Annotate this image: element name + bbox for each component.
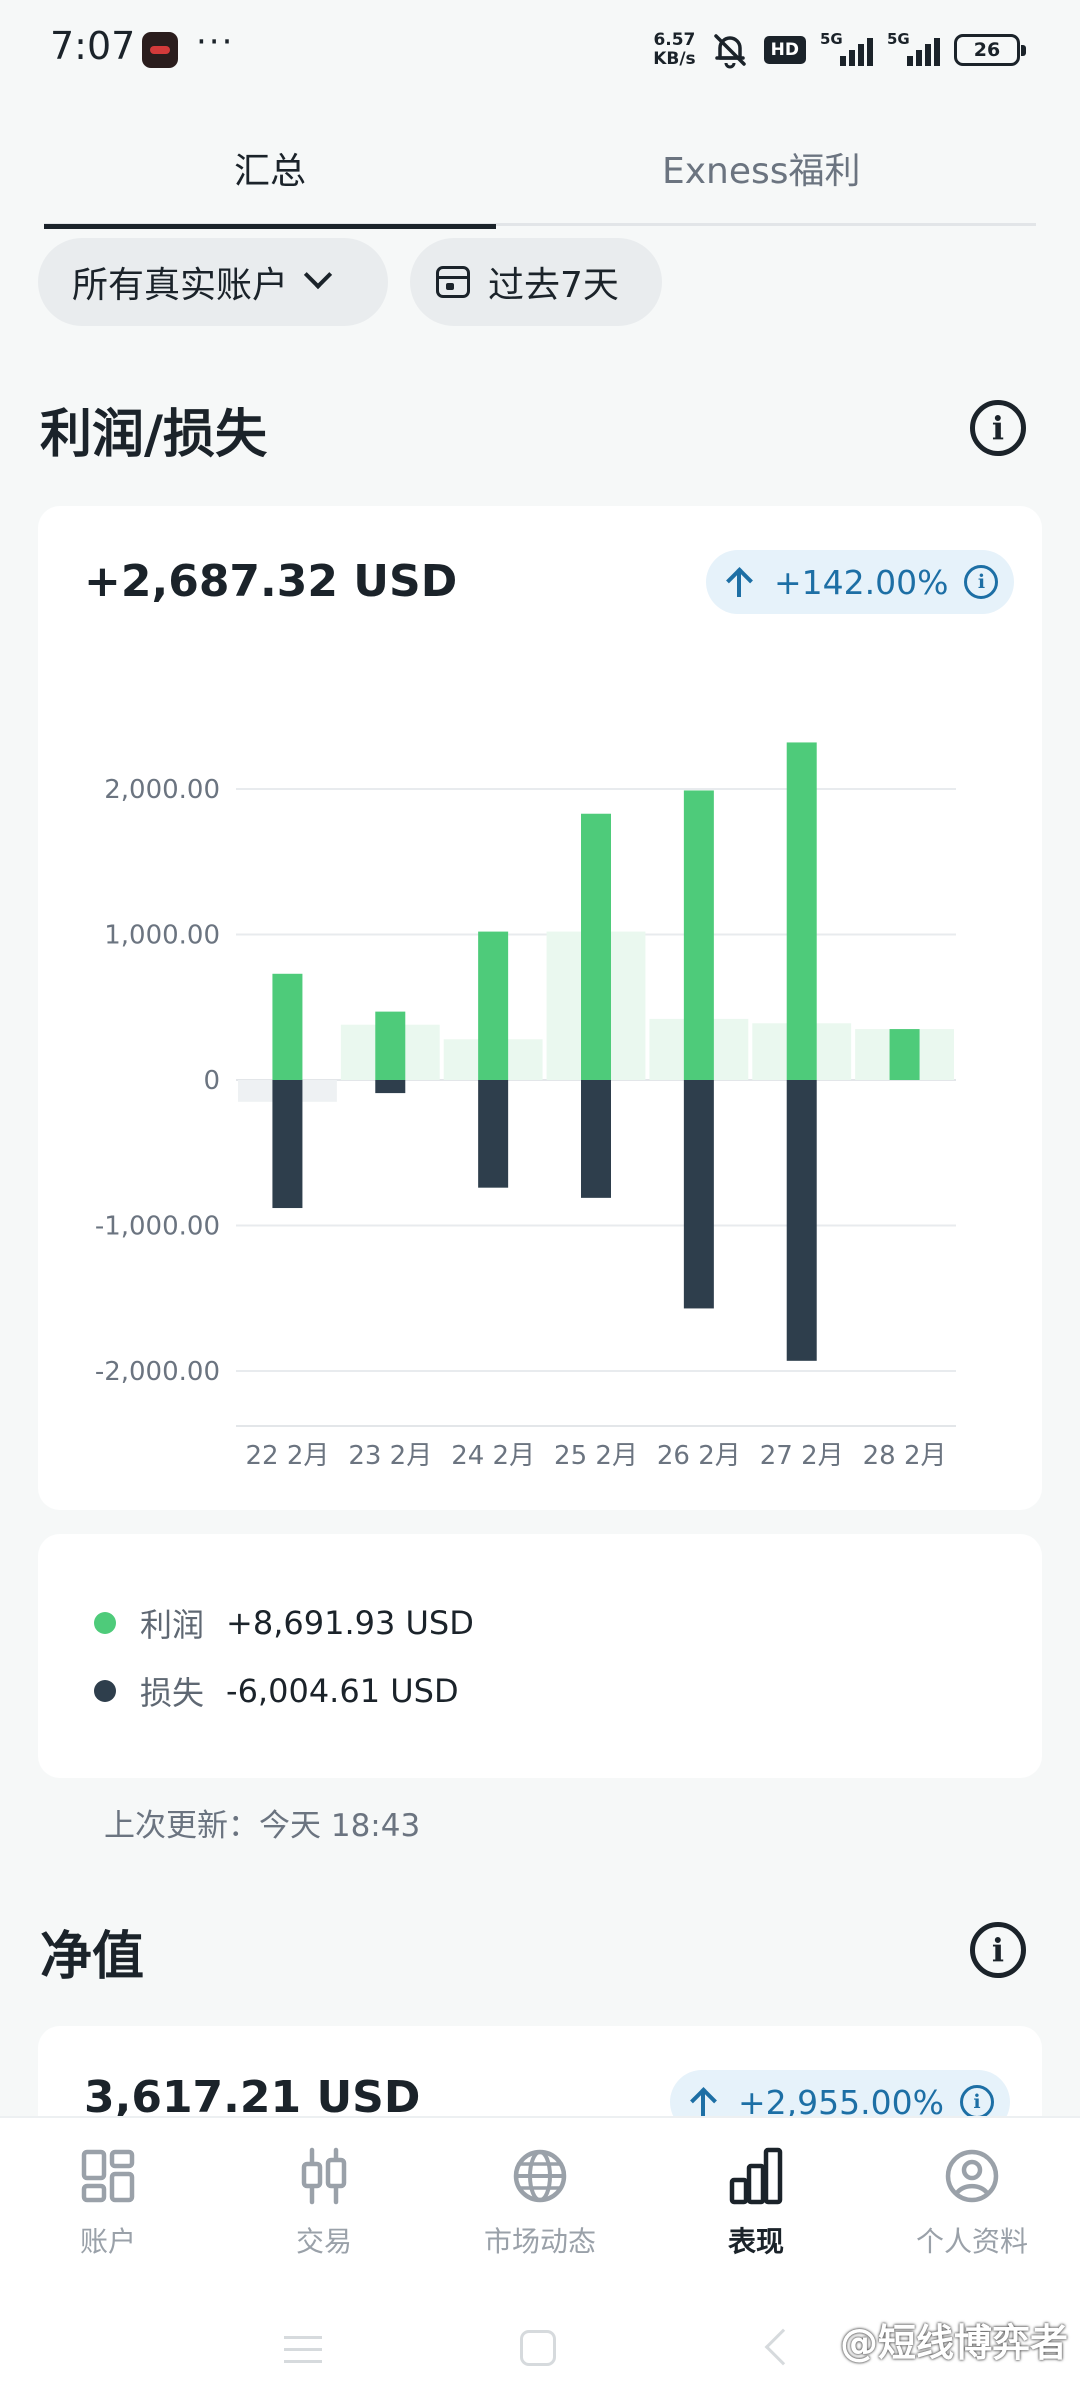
signal-network-type-2: 5G bbox=[887, 30, 910, 48]
nav-accounts[interactable]: 账户 bbox=[0, 2138, 216, 2288]
equity-total: 3,617.21 USD bbox=[84, 2072, 421, 2123]
profit-bar[interactable] bbox=[581, 813, 611, 1080]
profit-bar[interactable] bbox=[683, 790, 714, 1080]
accounts-grid-icon bbox=[81, 2149, 135, 2203]
signal-network-type: 5G bbox=[820, 30, 843, 48]
profile-icon bbox=[945, 2149, 999, 2203]
status-time: 7:07 bbox=[50, 24, 136, 68]
profit-loss-change-badge[interactable]: +142.00% i bbox=[706, 550, 1015, 614]
nav-accounts-label: 账户 bbox=[79, 2225, 136, 2258]
status-bar: 7:07 ··· 6.57 KB/s HD 5G 5G bbox=[0, 0, 1080, 100]
profit-bar[interactable] bbox=[478, 931, 509, 1080]
profit-loss-title: 利润/损失 bbox=[40, 405, 267, 465]
profit-bar[interactable] bbox=[272, 973, 303, 1080]
nav-performance-label: 表现 bbox=[727, 2225, 784, 2258]
change-info-icon: i bbox=[964, 565, 999, 599]
y-tick-label: -2,000.00 bbox=[95, 1357, 220, 1387]
legend-loss-value: -6,004.61 USD bbox=[226, 1672, 459, 1710]
account-filter-label: 所有真实账户 bbox=[72, 265, 289, 306]
nav-profile-label: 个人资料 bbox=[915, 2225, 1028, 2258]
x-tick-label: 25 2月 bbox=[554, 1441, 638, 1471]
tab-exness-benefits[interactable]: Exness福利 bbox=[662, 151, 861, 192]
network-speed: 6.57 KB/s bbox=[653, 31, 695, 69]
x-tick-label: 28 2月 bbox=[863, 1441, 947, 1471]
y-tick-label: 1,000.00 bbox=[104, 921, 220, 951]
battery-level: 26 bbox=[973, 39, 1001, 61]
home-icon[interactable] bbox=[520, 2330, 556, 2366]
nav-profile[interactable]: 个人资料 bbox=[864, 2138, 1080, 2288]
equity-change-info-icon: i bbox=[959, 2085, 994, 2119]
x-tick-label: 24 2月 bbox=[451, 1441, 535, 1471]
y-tick-label: 0 bbox=[203, 1066, 220, 1096]
y-tick-label: -1,000.00 bbox=[95, 1212, 220, 1242]
nav-performance[interactable]: 表现 bbox=[648, 2138, 864, 2288]
chevron-down-icon bbox=[303, 260, 333, 290]
bell-muted-icon bbox=[713, 34, 746, 69]
arrow-up-icon bbox=[690, 2087, 716, 2117]
hd-voice-badge: HD bbox=[763, 36, 806, 64]
bar-chart-icon bbox=[729, 2147, 783, 2205]
candlestick-icon bbox=[301, 2147, 347, 2205]
loss-bar[interactable] bbox=[375, 1080, 406, 1094]
legend-dot-profit bbox=[94, 1612, 116, 1634]
loss-bar[interactable] bbox=[478, 1080, 509, 1188]
profit-loss-info-icon[interactable]: i bbox=[970, 400, 1026, 456]
top-tabs: 汇总 Exness福利 bbox=[44, 110, 1036, 229]
nav-trade[interactable]: 交易 bbox=[216, 2138, 432, 2288]
more-notifications-icon: ··· bbox=[196, 22, 235, 62]
nav-trade-label: 交易 bbox=[295, 2225, 352, 2258]
legend-profit-label: 利润 bbox=[140, 1606, 205, 1644]
status-indicators: 6.57 KB/s HD 5G 5G 26 bbox=[653, 28, 1026, 72]
equity-info-icon[interactable]: i bbox=[970, 1922, 1026, 1978]
profit-bar[interactable] bbox=[889, 1029, 920, 1080]
profit-loss-bar-chart: 2,000.00 1,000.00 0 -1,000.00 -2,000.00 22 2月… bbox=[95, 742, 956, 1471]
equity-change-pct: +2,955.00% bbox=[738, 2082, 944, 2122]
period-filter-button[interactable]: 过去7天 bbox=[410, 238, 662, 326]
profit-bar[interactable] bbox=[786, 742, 817, 1080]
nav-market-news[interactable]: 市场动态 bbox=[432, 2138, 648, 2288]
profit-loss-legend-card: 利润 +8,691.93 USD 损失 -6,004.61 USD bbox=[38, 1534, 1042, 1778]
profit-loss-total: +2,687.32 USD bbox=[84, 556, 458, 607]
loss-bar[interactable] bbox=[581, 1080, 611, 1198]
tab-summary[interactable]: 汇总 bbox=[44, 110, 496, 229]
loss-bar[interactable] bbox=[272, 1080, 303, 1209]
equity-title: 净值 bbox=[40, 1927, 145, 1987]
account-filter-dropdown[interactable]: 所有真实账户 bbox=[38, 238, 388, 326]
notification-app-icon bbox=[142, 32, 178, 68]
loss-bar[interactable] bbox=[683, 1080, 714, 1309]
back-icon[interactable] bbox=[764, 2328, 802, 2366]
x-tick-label: 22 2月 bbox=[245, 1441, 329, 1471]
legend-row-loss: 损失 -6,004.61 USD bbox=[94, 1668, 459, 1714]
y-tick-label: 2,000.00 bbox=[104, 775, 220, 805]
nav-market-news-label: 市场动态 bbox=[483, 2225, 596, 2258]
signal-strength-icon-2: 5G bbox=[887, 30, 940, 66]
arrow-up-icon bbox=[726, 567, 752, 597]
period-filter-label: 过去7天 bbox=[488, 265, 619, 306]
recent-apps-icon[interactable] bbox=[284, 2336, 322, 2372]
x-tick-label: 27 2月 bbox=[760, 1441, 844, 1471]
network-speed-value: 6.57 bbox=[653, 30, 696, 50]
profit-bar[interactable] bbox=[375, 1011, 406, 1080]
watermark: @短线博弈者 bbox=[839, 2321, 1068, 2365]
last-updated-text: 上次更新：今天 18:43 bbox=[104, 1808, 421, 1844]
x-tick-label: 23 2月 bbox=[348, 1441, 432, 1471]
legend-profit-value: +8,691.93 USD bbox=[226, 1604, 474, 1642]
battery-icon: 26 bbox=[954, 34, 1026, 66]
network-speed-unit: KB/s bbox=[653, 49, 696, 69]
x-tick-label: 26 2月 bbox=[657, 1441, 741, 1471]
loss-bar[interactable] bbox=[786, 1080, 817, 1361]
legend-row-profit: 利润 +8,691.93 USD bbox=[94, 1600, 474, 1646]
system-gesture-bar bbox=[0, 2300, 1080, 2400]
calendar-icon bbox=[436, 266, 470, 298]
signal-strength-icon: 5G bbox=[820, 30, 873, 66]
globe-icon bbox=[513, 2149, 567, 2203]
bottom-navigation: 账户 交易 市场动态 bbox=[0, 2116, 1080, 2400]
legend-dot-loss bbox=[94, 1680, 116, 1702]
profit-loss-chart-card: +2,687.32 USD +142.00% i 2,000.00 1,000.0… bbox=[38, 506, 1042, 1510]
legend-loss-label: 损失 bbox=[140, 1674, 205, 1712]
profit-loss-change-pct: +142.00% bbox=[774, 562, 949, 602]
